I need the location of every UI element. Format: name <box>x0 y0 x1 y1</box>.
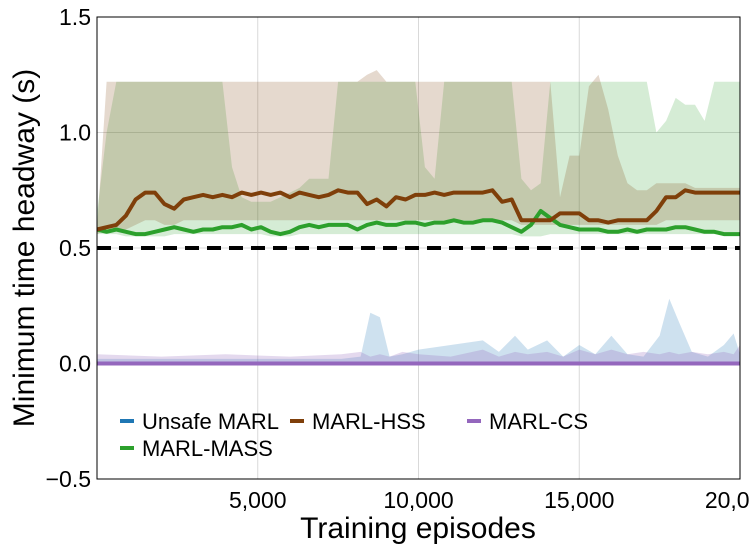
y-tick-label: 0.0 <box>59 351 91 377</box>
legend: Unsafe MARL MARL-HSS MARL-CS MARL-MASS <box>120 409 588 461</box>
line-marl-hss <box>96 188 740 232</box>
x-tick-label: 20,000 <box>705 487 750 513</box>
y-tick-label: 1.0 <box>59 120 91 146</box>
x-tick-label: 10,000 <box>383 487 453 513</box>
band-unsafe-marl <box>97 298 740 364</box>
line-marl-mass <box>96 209 740 237</box>
axis-ticks: 5,000 10,000 15,000 20,000 −0.5 0.0 0.5 1.0 1.5 <box>46 4 750 513</box>
x-tick-label: 15,000 <box>544 487 614 513</box>
series-lines <box>96 188 740 366</box>
x-tick-label: 5,000 <box>229 487 287 513</box>
band-marl-cs <box>97 345 740 364</box>
legend-label-marl-mass: MARL-MASS <box>142 436 273 461</box>
y-tick-label: 1.5 <box>59 4 91 30</box>
legend-label-marl-cs: MARL-CS <box>489 409 588 434</box>
plot-area-frame <box>96 16 741 480</box>
y-axis-label: Minimum time headway (s) <box>8 69 41 427</box>
legend-label-marl-hss: MARL-HSS <box>312 409 426 434</box>
legend-label-unsafe-marl: Unsafe MARL <box>142 409 279 434</box>
band-marl-mass <box>97 81 740 237</box>
y-tick-label: −0.5 <box>46 466 91 492</box>
y-tick-label: 0.5 <box>59 235 91 261</box>
x-axis-label: Training episodes <box>300 512 536 545</box>
